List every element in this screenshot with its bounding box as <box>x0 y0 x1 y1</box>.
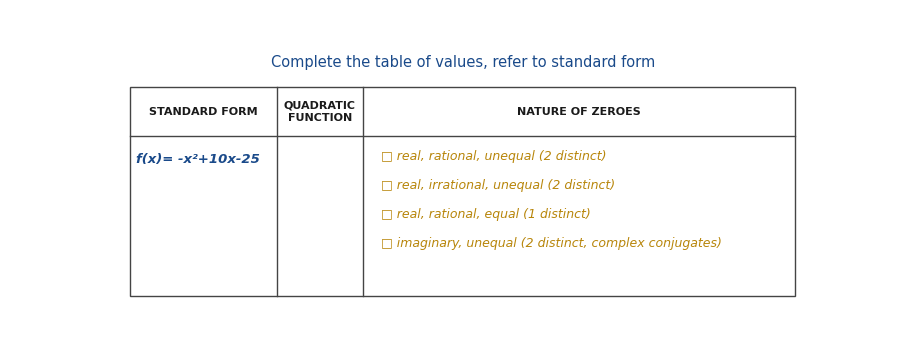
Text: □ real, rational, unequal (2 distinct): □ real, rational, unequal (2 distinct) <box>380 150 605 163</box>
Text: □ real, irrational, unequal (2 distinct): □ real, irrational, unequal (2 distinct) <box>380 179 614 191</box>
Text: □ imaginary, unequal (2 distinct, complex conjugates): □ imaginary, unequal (2 distinct, comple… <box>380 237 721 250</box>
Bar <box>130 87 795 296</box>
Text: NATURE OF ZEROES: NATURE OF ZEROES <box>517 107 640 117</box>
Text: f(x)= -x²+10x-25: f(x)= -x²+10x-25 <box>136 152 260 166</box>
Text: Complete the table of values, refer to standard form: Complete the table of values, refer to s… <box>271 55 654 70</box>
Text: STANDARD FORM: STANDARD FORM <box>149 107 258 117</box>
Text: □ real, rational, equal (1 distinct): □ real, rational, equal (1 distinct) <box>380 207 590 221</box>
Text: QUADRATIC
FUNCTION: QUADRATIC FUNCTION <box>283 101 355 123</box>
